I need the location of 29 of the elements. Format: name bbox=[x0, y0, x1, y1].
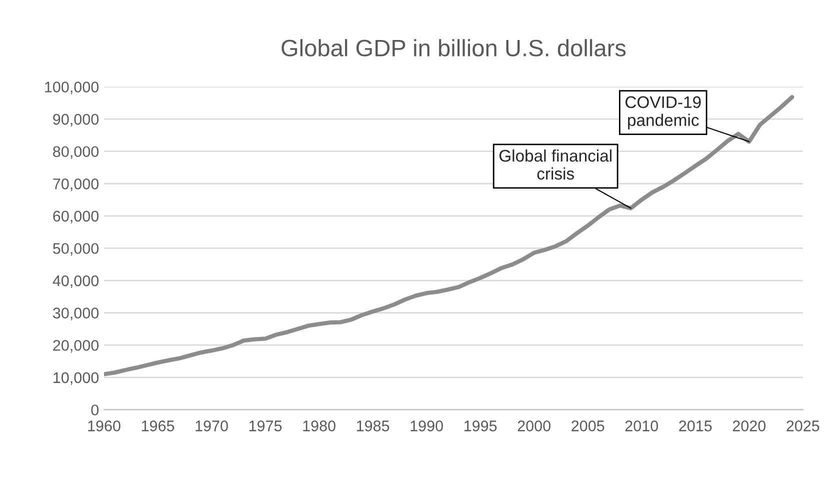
y-tick-label: 70,000 bbox=[53, 178, 99, 192]
x-tick-label: 2010 bbox=[625, 420, 658, 432]
x-tick-label: 2025 bbox=[786, 420, 820, 432]
y-tick-label: 0 bbox=[91, 404, 99, 416]
x-tick-label: 1995 bbox=[464, 420, 497, 432]
annotation: Global financial crisis bbox=[499, 149, 612, 180]
y-tick-label: 80,000 bbox=[53, 146, 99, 159]
y-tick-label: 20,000 bbox=[53, 340, 99, 353]
x-tick-label: 1985 bbox=[356, 420, 390, 432]
y-tick-label: 30,000 bbox=[53, 308, 99, 320]
y-tick-label: 100,000 bbox=[45, 82, 99, 94]
y-tick-label: 90,000 bbox=[53, 114, 99, 127]
x-tick-label: 2015 bbox=[679, 420, 712, 432]
x-tick-label: 1975 bbox=[249, 420, 282, 432]
x-tick-label: 2005 bbox=[572, 420, 604, 432]
y-tick-label: 60,000 bbox=[53, 210, 99, 224]
annotation: COVID-19 pandemic bbox=[626, 96, 701, 130]
x-tick-label: 2020 bbox=[732, 420, 766, 432]
x-tick-label: 1980 bbox=[303, 420, 336, 432]
y-tick-label: 10,000 bbox=[54, 372, 99, 385]
x-tick-label: 1960 bbox=[88, 420, 120, 432]
x-tick-label: 1965 bbox=[142, 420, 174, 432]
y-tick-label: 40,000 bbox=[52, 275, 99, 288]
chart-title: Global GDP in billion U.S. dollars bbox=[282, 39, 626, 56]
y-tick-label: 50,000 bbox=[53, 243, 99, 256]
x-tick-label: 2000 bbox=[518, 420, 550, 432]
line-series bbox=[104, 95, 794, 376]
x-tick-label: 1990 bbox=[410, 420, 443, 432]
x-tick-label: 1970 bbox=[196, 420, 228, 432]
